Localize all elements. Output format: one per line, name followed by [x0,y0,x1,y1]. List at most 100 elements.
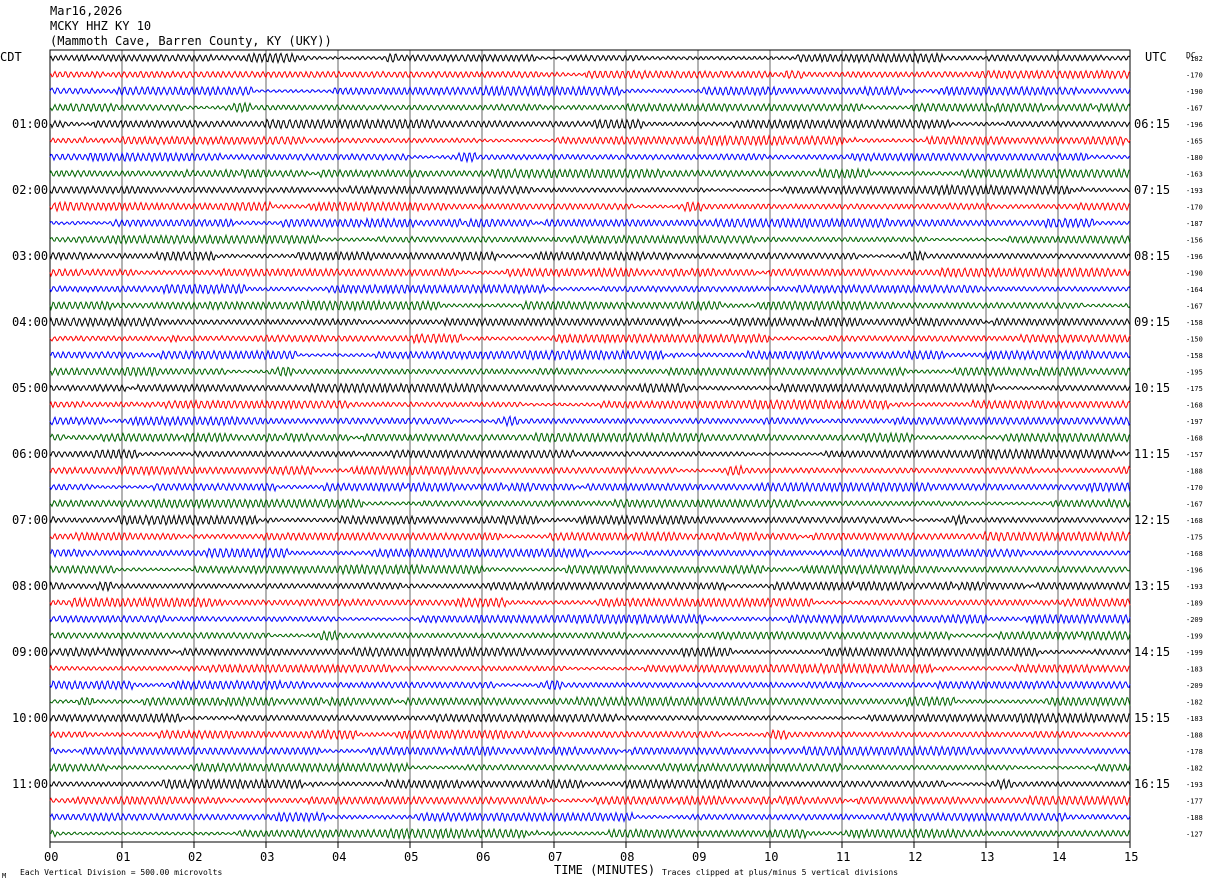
trace-line [49,794,1131,807]
dc-offset-label: -170 [1186,72,1203,80]
trace-line [49,728,1131,741]
x-tick-label: 05 [404,850,418,864]
dc-offset-label: -150 [1186,336,1203,344]
dc-offset-label: -157 [1186,451,1203,459]
dc-offset-label: -167 [1186,501,1203,509]
trace-line [49,711,1131,725]
trace-line [49,216,1131,230]
x-tick-label: 06 [476,850,490,864]
trace-line [49,233,1131,246]
trace-line [49,513,1131,527]
x-tick-label: 11 [836,850,850,864]
trace-line [49,183,1131,197]
station-location: (Mammoth Cave, Barren County, KY (UKY)) [50,34,332,48]
trace-line [49,101,1131,114]
x-tick-label: 02 [188,850,202,864]
dc-offset-label: -168 [1186,435,1203,443]
x-tick-label: 01 [116,850,130,864]
station-code: MCKY HHZ KY 10 [50,19,152,33]
left-hour-label: 10:00 [12,711,48,725]
dc-offset-label: -183 [1186,666,1203,674]
trace-line [49,167,1131,180]
dc-offset-label: -190 [1186,270,1203,278]
left-hour-label: 03:00 [12,249,48,263]
dc-offset-label: -193 [1186,187,1203,195]
trace-line [49,266,1131,279]
x-tick-label: 09 [692,850,706,864]
dc-offset-label: -168 [1186,517,1203,525]
clip-note: Traces clipped at plus/minus 5 vertical … [662,868,898,877]
right-hour-label: 07:15 [1134,183,1170,197]
dc-offset-label: -167 [1186,105,1203,113]
trace-line [49,134,1131,147]
left-hour-label: 07:00 [12,513,48,527]
x-tick-label: 00 [44,850,58,864]
trace-line [49,381,1131,394]
scale-note: Each Vertical Division = 500.00 microvol… [20,868,222,877]
dc-offset-label: -170 [1186,204,1203,212]
right-hour-label: 13:15 [1134,579,1170,593]
x-tick-label: 13 [980,850,994,864]
dc-offset-label: -188 [1186,468,1203,476]
trace-line [49,151,1131,164]
dc-offset-label: -188 [1186,814,1203,822]
trace-line [49,547,1131,560]
x-tick-label: 10 [764,850,778,864]
trace-line [49,563,1131,576]
trace-line [49,84,1131,97]
left-hour-label: 11:00 [12,777,48,791]
dc-offset-label: -209 [1186,682,1203,690]
dc-offset-label: -168 [1186,402,1203,410]
trace-line [49,200,1131,213]
x-axis-title: TIME (MINUTES) [554,863,655,877]
dc-offset-label: -182 [1186,55,1203,63]
dc-offset-label: -182 [1186,699,1203,707]
dc-offset-label: -127 [1186,831,1203,839]
trace-line [49,810,1131,823]
dc-offset-label: -187 [1186,220,1203,228]
dc-offset-label: -158 [1186,319,1203,327]
trace-line [50,365,1131,378]
right-hour-label: 12:15 [1134,513,1170,527]
dc-offset-label: -168 [1186,550,1203,558]
trace-line [49,827,1131,840]
x-tick-label: 08 [620,850,634,864]
trace-line [49,530,1131,543]
dc-offset-label: -165 [1186,138,1203,146]
trace-line [49,398,1131,411]
dc-offset-label: -193 [1186,781,1203,789]
dc-offset-label: -175 [1186,534,1203,542]
right-hour-label: 09:15 [1134,315,1170,329]
trace-line [49,612,1131,626]
x-tick-label: 03 [260,850,274,864]
dc-offset-label: -167 [1186,303,1203,311]
dc-label: DC [1186,51,1196,60]
grid-lines [49,49,1131,848]
right-hour-label: 14:15 [1134,645,1170,659]
dc-offset-label: -163 [1186,171,1203,179]
x-tick-label: 07 [548,850,562,864]
trace-line [49,645,1131,659]
x-tick-label: 15 [1124,850,1138,864]
plot-date: Mar16,2026 [50,4,123,18]
dc-offset-label: -190 [1186,88,1203,96]
dc-offset-label: -170 [1186,484,1203,492]
dc-offset-label: -164 [1186,286,1203,294]
trace-line [49,348,1131,362]
dc-offset-label: -196 [1186,253,1203,261]
trace-line [49,431,1131,444]
dc-offset-label: -197 [1186,418,1203,426]
trace-line [49,299,1131,312]
dc-offset-label: -180 [1186,154,1203,162]
trace-line [49,497,1131,510]
dc-offset-label: -189 [1186,600,1203,608]
trace-line [49,761,1131,774]
seismic-traces [49,51,1131,840]
dc-offset-label: -195 [1186,369,1203,377]
left-hour-label: 01:00 [12,117,48,131]
left-hour-label: 08:00 [12,579,48,593]
right-hour-label: 15:15 [1134,711,1170,725]
trace-line [49,117,1131,130]
trace-line [49,464,1131,477]
